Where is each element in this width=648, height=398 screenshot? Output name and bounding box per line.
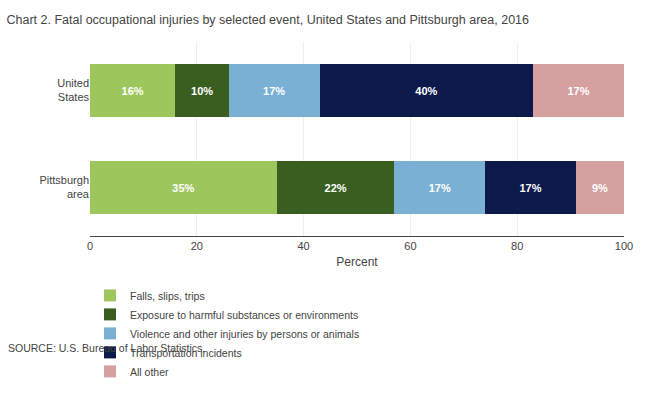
svg-text:17%: 17% xyxy=(263,85,285,97)
svg-text:40%: 40% xyxy=(415,85,437,97)
svg-text:Pittsburgharea: Pittsburgharea xyxy=(39,174,89,200)
svg-text:16%: 16% xyxy=(122,85,144,97)
svg-text:60: 60 xyxy=(404,240,416,252)
svg-text:22%: 22% xyxy=(325,182,347,194)
svg-text:40: 40 xyxy=(297,240,309,252)
svg-text:17%: 17% xyxy=(519,182,541,194)
svg-text:80: 80 xyxy=(511,240,523,252)
svg-text:20: 20 xyxy=(191,240,203,252)
svg-text:10%: 10% xyxy=(191,85,213,97)
svg-text:UnitedStates: UnitedStates xyxy=(57,77,89,103)
svg-text:17%: 17% xyxy=(429,182,451,194)
svg-text:Percent: Percent xyxy=(336,255,378,269)
svg-text:0: 0 xyxy=(87,240,93,252)
svg-text:All other: All other xyxy=(130,366,169,378)
svg-text:Exposure to harmful substances: Exposure to harmful substances or enviro… xyxy=(130,309,358,321)
svg-text:Transportation incidents: Transportation incidents xyxy=(130,347,242,359)
svg-text:Falls, slips, trips: Falls, slips, trips xyxy=(130,290,205,302)
svg-text:Violence and other injuries by: Violence and other injuries by persons o… xyxy=(130,328,359,340)
svg-text:SOURCE: U.S. Bureau of Labor S: SOURCE: U.S. Bureau of Labor Statistics. xyxy=(8,342,205,354)
svg-text:Chart 2. Fatal occupational in: Chart 2. Fatal occupational injuries by … xyxy=(6,13,529,27)
svg-text:100: 100 xyxy=(615,240,633,252)
svg-text:17%: 17% xyxy=(567,85,589,97)
svg-text:35%: 35% xyxy=(172,182,194,194)
svg-text:9%: 9% xyxy=(592,182,608,194)
